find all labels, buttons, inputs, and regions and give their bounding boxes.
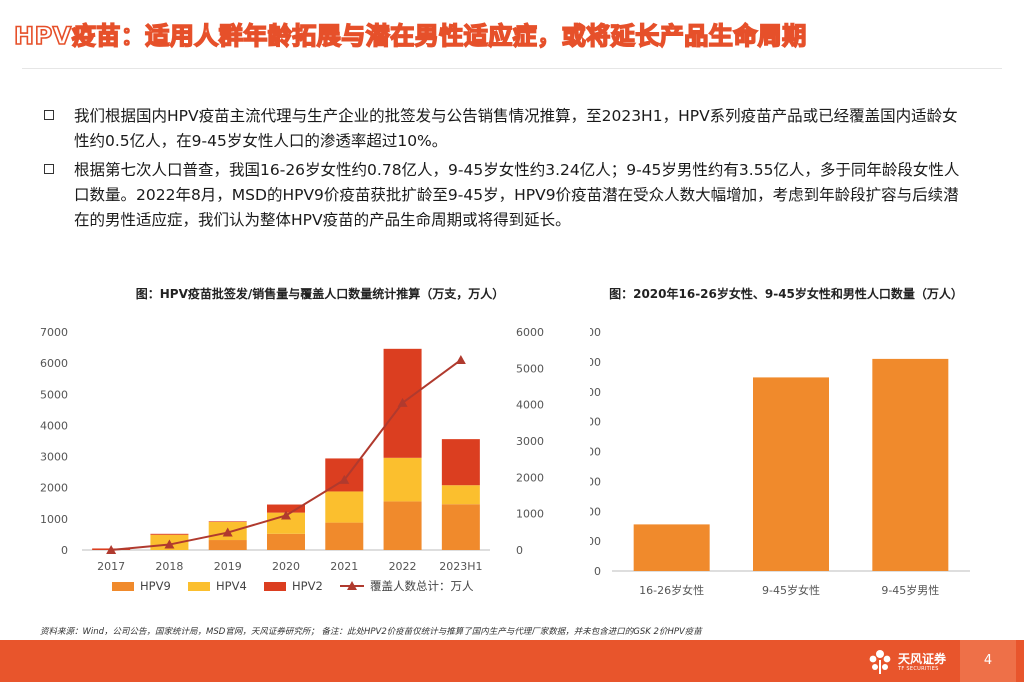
footer-bar bbox=[0, 640, 1024, 682]
legend-marker bbox=[347, 581, 357, 590]
source-note: 资料来源：Wind，公司公告，国家统计局，MSD官网，天风证券研究所； 备注：此… bbox=[40, 627, 702, 637]
x-tick-label: 9-45岁女性 bbox=[762, 583, 820, 597]
bar-segment-hpv4 bbox=[325, 491, 364, 523]
y-right-tick-label: 4000 bbox=[516, 399, 544, 412]
title-divider bbox=[22, 68, 1002, 69]
legend-label: 覆盖人数总计：万人 bbox=[370, 579, 474, 593]
y-right-tick-label: 1000 bbox=[516, 508, 544, 521]
chart-title: 图：HPV疫苗批签发/销售量与覆盖人口数量统计推算（万支，万人） bbox=[136, 286, 505, 301]
bar-segment-hpv2 bbox=[441, 439, 480, 486]
bar-segment-hpv4 bbox=[441, 485, 480, 505]
square-bullet-icon bbox=[44, 110, 54, 120]
logo-name: 天风证券 bbox=[898, 651, 947, 666]
y-left-tick-label: 1000 bbox=[40, 513, 68, 526]
coverage-point bbox=[455, 354, 466, 364]
coverage-point bbox=[164, 539, 175, 549]
page-number: 4 bbox=[960, 640, 1016, 682]
flower-logo-icon bbox=[869, 650, 891, 674]
y-left-tick-label: 3000 bbox=[40, 451, 68, 464]
company-logo: 天风证券 TF SECURITIES bbox=[866, 648, 946, 676]
x-tick-label: 2020 bbox=[272, 560, 300, 573]
bullet-item: 根据第七次人口普查，我国16-26岁女性约0.78亿人，9-45岁女性约3.24… bbox=[44, 158, 964, 233]
bullet-text: 我们根据国内HPV疫苗主流代理与生产企业的批签发与公告销售情况推算，至2023H… bbox=[74, 107, 958, 150]
coverage-point bbox=[106, 545, 117, 554]
legend-label: HPV9 bbox=[140, 579, 171, 593]
bar-segment-hpv9 bbox=[325, 522, 364, 550]
coverage-point bbox=[397, 397, 408, 407]
bullet-text: 根据第七次人口普查，我国16-26岁女性约0.78亿人，9-45岁女性约3.24… bbox=[74, 161, 960, 229]
bar-segment-hpv9 bbox=[441, 504, 480, 550]
bar-segment-hpv2 bbox=[208, 521, 247, 522]
x-tick-label: 9-45岁男性 bbox=[881, 583, 939, 597]
slide-title: HPV疫苗：适用人群年龄拓展与潜在男性适应症，或将延长产品生命周期 bbox=[13, 21, 807, 51]
y-left-tick-label: 4000 bbox=[40, 419, 68, 432]
y-left-tick-label: 0 bbox=[61, 544, 68, 557]
y-tick-label: 0 bbox=[594, 565, 601, 578]
y-tick-label: 40000 bbox=[590, 326, 601, 339]
y-right-tick-label: 0 bbox=[516, 544, 523, 557]
y-tick-label: 25000 bbox=[590, 416, 601, 429]
bar-segment-hpv2 bbox=[150, 533, 189, 535]
y-right-tick-label: 2000 bbox=[516, 471, 544, 484]
vaccine-stacked-bar-chart: 图：HPV疫苗批签发/销售量与覆盖人口数量统计推算（万支，万人） 0 1000 200… bbox=[40, 286, 544, 593]
bar-segment-hpv9 bbox=[267, 533, 305, 550]
bar-segment-hpv9 bbox=[208, 540, 247, 550]
population-bar bbox=[872, 358, 949, 571]
x-tick-label: 2021 bbox=[330, 560, 358, 573]
chart-title: 图：2020年16-26岁女性、9-45岁女性和男性人口数量（万人） bbox=[609, 286, 963, 301]
legend-swatch bbox=[264, 582, 286, 591]
square-bullet-icon bbox=[44, 164, 54, 174]
coverage-point bbox=[222, 527, 233, 537]
legend-swatch bbox=[188, 582, 210, 591]
bullet-item: 我们根据国内HPV疫苗主流代理与生产企业的批签发与公告销售情况推算，至2023H… bbox=[44, 104, 964, 154]
legend-label: HPV2 bbox=[292, 579, 323, 593]
x-tick-label: 2018 bbox=[155, 560, 183, 573]
y-right-tick-label: 3000 bbox=[516, 435, 544, 448]
logo-subtitle: TF SECURITIES bbox=[898, 665, 939, 672]
y-tick-label: 15000 bbox=[590, 475, 601, 488]
population-bar-chart: 图：2020年16-26岁女性、9-45岁女性和男性人口数量（万人） 0 5000 1… bbox=[590, 286, 970, 597]
y-tick-label: 5000 bbox=[590, 535, 601, 548]
legend-label: HPV4 bbox=[216, 579, 247, 593]
y-tick-label: 10000 bbox=[590, 505, 601, 518]
legend-swatch bbox=[112, 582, 134, 591]
y-tick-label: 35000 bbox=[590, 356, 601, 369]
y-tick-label: 30000 bbox=[590, 386, 601, 399]
bar-segment-hpv9 bbox=[383, 501, 422, 550]
y-right-tick-label: 5000 bbox=[516, 362, 544, 375]
coverage-point bbox=[281, 510, 291, 520]
x-tick-label: 2022 bbox=[389, 560, 417, 573]
x-tick-label: 16-26岁女性 bbox=[639, 583, 704, 597]
population-bar bbox=[753, 377, 829, 571]
population-bar bbox=[633, 524, 710, 571]
bar-segment-hpv4 bbox=[383, 457, 422, 502]
x-tick-label: 2019 bbox=[214, 560, 242, 573]
bar-segment-hpv2 bbox=[267, 504, 305, 513]
y-left-tick-label: 7000 bbox=[40, 326, 68, 339]
x-tick-label: 2017 bbox=[97, 560, 125, 573]
y-left-tick-label: 6000 bbox=[40, 357, 68, 370]
y-left-tick-label: 2000 bbox=[40, 482, 68, 495]
y-tick-label: 20000 bbox=[590, 446, 601, 459]
x-tick-label: 2023H1 bbox=[439, 560, 482, 573]
coverage-point bbox=[339, 474, 350, 484]
y-left-tick-label: 5000 bbox=[40, 388, 68, 401]
y-right-tick-label: 6000 bbox=[516, 326, 544, 339]
